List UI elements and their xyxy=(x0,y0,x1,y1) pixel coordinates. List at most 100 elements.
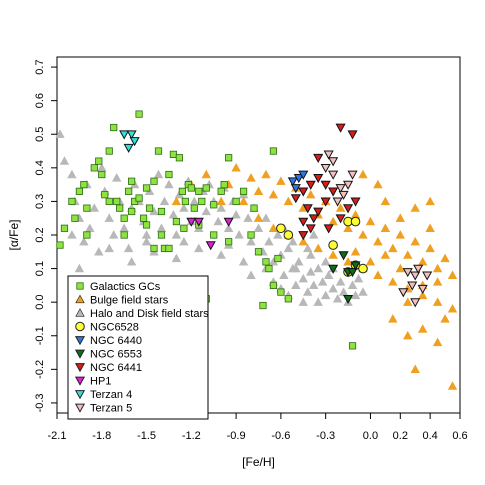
data-point xyxy=(380,223,391,232)
data-point xyxy=(388,243,398,253)
data-point xyxy=(238,196,249,206)
data-point xyxy=(178,187,186,195)
legend-label: Galactics GCs xyxy=(90,281,161,293)
x-axis-title: [Fe/H] xyxy=(242,455,275,469)
data-point xyxy=(432,297,443,306)
data-point xyxy=(350,290,361,300)
data-point xyxy=(119,223,129,232)
data-point xyxy=(67,230,77,239)
data-point xyxy=(210,201,218,209)
data-point xyxy=(353,273,364,283)
legend-item: NGC 6441 xyxy=(74,362,142,374)
data-point xyxy=(274,254,282,263)
data-point xyxy=(298,273,308,283)
data-point xyxy=(298,170,309,180)
legend-marker xyxy=(76,282,84,290)
points-layer xyxy=(55,110,458,390)
data-point xyxy=(422,271,433,281)
data-point xyxy=(187,184,195,192)
data-point xyxy=(380,250,391,259)
data-point xyxy=(75,187,83,195)
data-point xyxy=(142,184,151,192)
data-point xyxy=(288,236,298,246)
x-tick-label: 0.2 xyxy=(393,430,408,442)
data-point xyxy=(283,196,294,206)
data-point xyxy=(126,257,137,266)
data-point xyxy=(110,123,118,132)
data-point xyxy=(123,143,134,153)
legend-item: Bulge field stars xyxy=(75,295,169,307)
data-point xyxy=(343,180,354,190)
data-point xyxy=(269,147,278,155)
data-point xyxy=(101,191,109,199)
series-ngc6528 xyxy=(276,216,368,277)
x-tick-label: 0.6 xyxy=(452,430,467,442)
data-point xyxy=(328,283,338,293)
data-point xyxy=(328,170,339,180)
data-point xyxy=(246,236,256,246)
data-point xyxy=(313,297,323,306)
data-point xyxy=(94,246,104,256)
y-axis-title: [α/Fe] xyxy=(7,220,21,251)
data-point xyxy=(220,181,228,189)
data-point xyxy=(440,314,450,323)
data-point xyxy=(347,280,358,290)
data-point xyxy=(440,253,450,263)
data-point xyxy=(269,281,278,289)
data-point xyxy=(291,280,301,290)
data-point xyxy=(417,324,428,333)
data-point xyxy=(303,287,313,296)
data-point xyxy=(239,187,248,195)
data-point xyxy=(171,196,182,206)
data-point xyxy=(80,181,88,189)
legend-label: HP1 xyxy=(90,376,111,388)
data-point xyxy=(104,213,114,222)
data-point xyxy=(320,163,331,174)
data-point xyxy=(247,231,255,239)
legend-marker xyxy=(74,349,86,359)
data-point xyxy=(290,184,301,194)
data-point xyxy=(309,230,319,239)
legend-label: Terzan 4 xyxy=(90,389,132,401)
data-point xyxy=(129,137,140,147)
data-point xyxy=(298,297,308,306)
y-tick-label: 0.0 xyxy=(34,295,46,310)
y-axis: -0.3 -0.2 -0.1 0.0 0.1 0.2 0.3 0.4 0.5 0.6 0.7 xyxy=(34,59,57,412)
series-ngc-6553 xyxy=(328,251,361,305)
data-point xyxy=(313,174,324,184)
data-point xyxy=(165,244,173,253)
y-tick-label: 0.3 xyxy=(34,194,46,209)
data-point xyxy=(308,214,319,224)
data-point xyxy=(347,170,358,180)
data-point xyxy=(335,184,346,194)
data-point xyxy=(343,257,353,266)
data-point xyxy=(417,290,428,300)
data-point xyxy=(403,297,413,306)
data-point xyxy=(313,207,324,217)
data-point xyxy=(298,217,309,227)
legend-label: Terzan 5 xyxy=(90,403,132,415)
series-ngc-6440 xyxy=(287,170,309,194)
legend-item: NGC 6553 xyxy=(74,349,142,361)
data-point xyxy=(395,263,406,273)
data-point xyxy=(268,223,279,232)
y-tick-label: 0.1 xyxy=(34,261,46,276)
x-tick-label: -0.3 xyxy=(316,430,335,442)
series-galactics-gcs xyxy=(56,110,357,350)
legend-label: Bulge field stars xyxy=(90,295,169,307)
data-point xyxy=(279,270,289,279)
data-point xyxy=(276,176,286,185)
data-point xyxy=(313,243,323,253)
data-point xyxy=(135,194,143,202)
data-point xyxy=(407,281,418,291)
data-point xyxy=(90,164,98,172)
data-point xyxy=(83,231,91,239)
legend-marker xyxy=(75,321,85,332)
data-point xyxy=(410,298,421,308)
data-point xyxy=(261,169,271,179)
data-point xyxy=(141,230,152,239)
data-point xyxy=(302,204,313,214)
data-point xyxy=(202,184,210,192)
data-point xyxy=(343,294,354,305)
